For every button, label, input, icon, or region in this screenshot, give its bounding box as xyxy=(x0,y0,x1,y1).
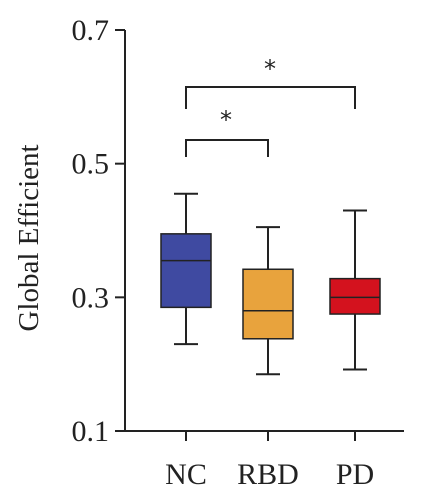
significance-star: * xyxy=(220,106,232,134)
box-iqr xyxy=(329,277,381,315)
x-tick-label: PD xyxy=(336,458,374,491)
box-iqr xyxy=(242,268,294,340)
significance-brackets: ** xyxy=(185,55,356,157)
y-tick-label: 0.1 xyxy=(72,415,110,448)
box-nc xyxy=(160,192,212,346)
y-tick-label: 0.5 xyxy=(72,148,110,181)
y-tick-label: 0.7 xyxy=(72,14,110,47)
x-tick-label: RBD xyxy=(237,458,299,491)
axes: 0.1 0.3 0.5 0.7 NC RBD PD xyxy=(72,14,404,491)
significance-bracket xyxy=(185,139,269,157)
box-pd xyxy=(329,209,381,371)
box-rbd xyxy=(242,226,294,376)
significance-star: * xyxy=(264,55,276,83)
box-iqr xyxy=(160,233,212,309)
y-axis-title: Global Efficient xyxy=(13,144,45,331)
boxes xyxy=(160,192,381,376)
y-tick-label: 0.3 xyxy=(72,281,110,314)
x-tick-label: NC xyxy=(165,458,207,491)
significance-bracket xyxy=(185,86,356,109)
